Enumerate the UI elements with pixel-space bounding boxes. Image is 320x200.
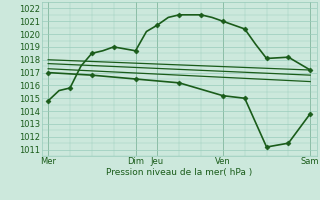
X-axis label: Pression niveau de la mer( hPa ): Pression niveau de la mer( hPa ) [106,168,252,177]
